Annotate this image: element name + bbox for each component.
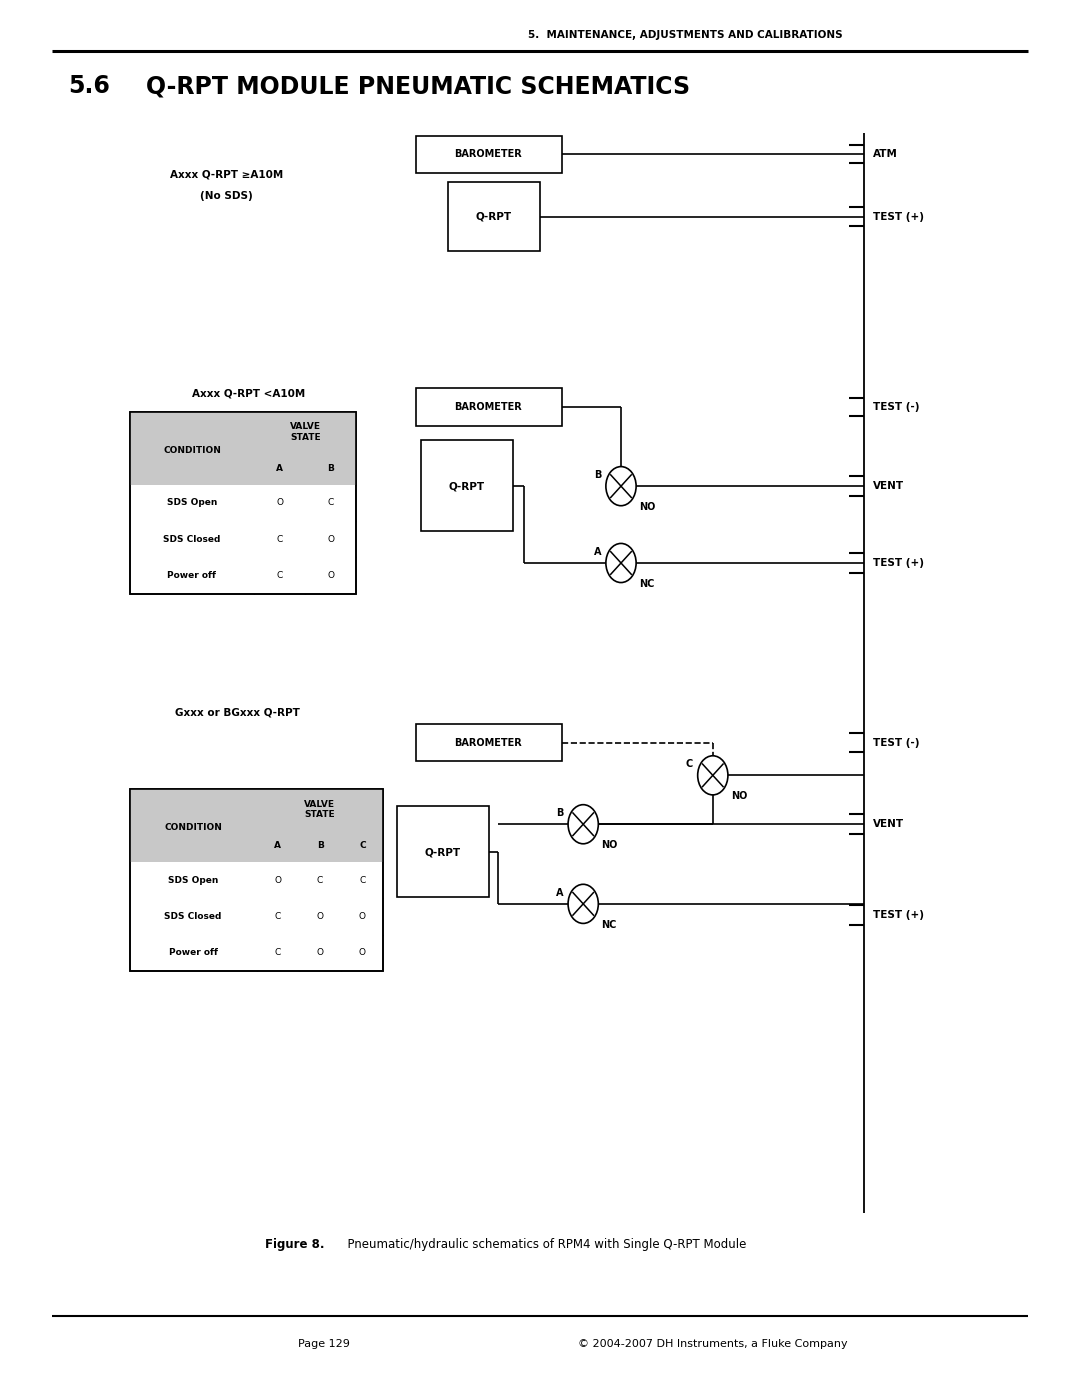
Text: (No SDS): (No SDS) — [201, 190, 253, 201]
Text: O: O — [327, 535, 335, 543]
Text: O: O — [359, 912, 366, 921]
Text: A: A — [556, 888, 564, 898]
Text: Power off: Power off — [168, 949, 217, 957]
Text: Q-RPT: Q-RPT — [424, 847, 461, 858]
Text: VALVE
STATE: VALVE STATE — [289, 422, 321, 441]
Text: SDS Open: SDS Open — [166, 499, 217, 507]
Text: SDS Open: SDS Open — [167, 876, 218, 884]
Text: CONDITION: CONDITION — [164, 823, 222, 833]
FancyBboxPatch shape — [421, 440, 513, 531]
Text: Axxx Q-RPT ≥A10M: Axxx Q-RPT ≥A10M — [171, 169, 283, 180]
FancyBboxPatch shape — [416, 388, 562, 426]
FancyBboxPatch shape — [130, 412, 356, 594]
Text: Q-RPT MODULE PNEUMATIC SCHEMATICS: Q-RPT MODULE PNEUMATIC SCHEMATICS — [146, 74, 690, 98]
Text: B: B — [327, 464, 335, 474]
Circle shape — [606, 467, 636, 506]
Text: BAROMETER: BAROMETER — [455, 402, 522, 412]
Text: VENT: VENT — [873, 819, 904, 830]
Text: TEST (-): TEST (-) — [873, 738, 919, 747]
Text: TEST (-): TEST (-) — [873, 402, 919, 412]
FancyBboxPatch shape — [130, 789, 383, 971]
Text: BAROMETER: BAROMETER — [455, 149, 522, 159]
Text: O: O — [359, 949, 366, 957]
Text: SDS Closed: SDS Closed — [163, 535, 220, 543]
Text: BAROMETER: BAROMETER — [455, 738, 522, 747]
Text: Power off: Power off — [167, 571, 216, 580]
Text: VALVE
STATE: VALVE STATE — [305, 799, 336, 819]
Text: C: C — [316, 876, 323, 884]
Text: B: B — [316, 841, 324, 851]
Text: SDS Closed: SDS Closed — [164, 912, 221, 921]
Circle shape — [606, 543, 636, 583]
Text: TEST (+): TEST (+) — [873, 211, 923, 222]
Text: Gxxx or BGxxx Q-RPT: Gxxx or BGxxx Q-RPT — [175, 707, 300, 718]
Text: C: C — [276, 535, 283, 543]
Text: © 2004-2007 DH Instruments, a Fluke Company: © 2004-2007 DH Instruments, a Fluke Comp… — [578, 1338, 848, 1350]
FancyBboxPatch shape — [416, 724, 562, 761]
Text: O: O — [316, 912, 324, 921]
Text: O: O — [327, 571, 335, 580]
Text: CONDITION: CONDITION — [163, 446, 221, 455]
Text: NC: NC — [602, 919, 617, 929]
Text: C: C — [359, 841, 366, 851]
Text: TEST (+): TEST (+) — [873, 909, 923, 921]
FancyBboxPatch shape — [416, 136, 562, 173]
Text: TEST (+): TEST (+) — [873, 557, 923, 569]
Text: Axxx Q-RPT <A10M: Axxx Q-RPT <A10M — [192, 388, 305, 400]
Text: Q-RPT: Q-RPT — [475, 211, 512, 222]
Text: C: C — [276, 571, 283, 580]
Text: O: O — [276, 499, 283, 507]
Text: A: A — [594, 548, 602, 557]
Circle shape — [568, 884, 598, 923]
Text: VENT: VENT — [873, 481, 904, 492]
Text: 5.  MAINTENANCE, ADJUSTMENTS AND CALIBRATIONS: 5. MAINTENANCE, ADJUSTMENTS AND CALIBRAT… — [528, 29, 842, 39]
Text: NC: NC — [639, 578, 654, 588]
Text: Page 129: Page 129 — [298, 1338, 350, 1350]
Text: A: A — [274, 841, 281, 851]
Text: 5.6: 5.6 — [68, 74, 110, 98]
Text: C: C — [327, 499, 334, 507]
Text: ATM: ATM — [873, 149, 897, 159]
FancyBboxPatch shape — [397, 806, 489, 897]
Circle shape — [698, 756, 728, 795]
Text: Pneumatic/hydraulic schematics of RPM4 with Single Q-RPT Module: Pneumatic/hydraulic schematics of RPM4 w… — [340, 1238, 746, 1252]
Text: C: C — [274, 912, 281, 921]
Text: B: B — [594, 471, 602, 481]
Text: NO: NO — [731, 791, 747, 800]
Text: NO: NO — [602, 840, 618, 849]
Text: O: O — [274, 876, 281, 884]
Text: Q-RPT: Q-RPT — [448, 481, 485, 492]
FancyBboxPatch shape — [130, 789, 383, 862]
Text: B: B — [556, 809, 564, 819]
Text: Figure 8.: Figure 8. — [265, 1238, 324, 1252]
Text: C: C — [686, 760, 693, 770]
FancyBboxPatch shape — [448, 182, 540, 251]
Text: A: A — [276, 464, 283, 474]
Circle shape — [568, 805, 598, 844]
FancyBboxPatch shape — [130, 412, 356, 485]
Text: NO: NO — [639, 502, 656, 511]
Text: O: O — [316, 949, 324, 957]
Text: C: C — [360, 876, 365, 884]
Text: C: C — [274, 949, 281, 957]
